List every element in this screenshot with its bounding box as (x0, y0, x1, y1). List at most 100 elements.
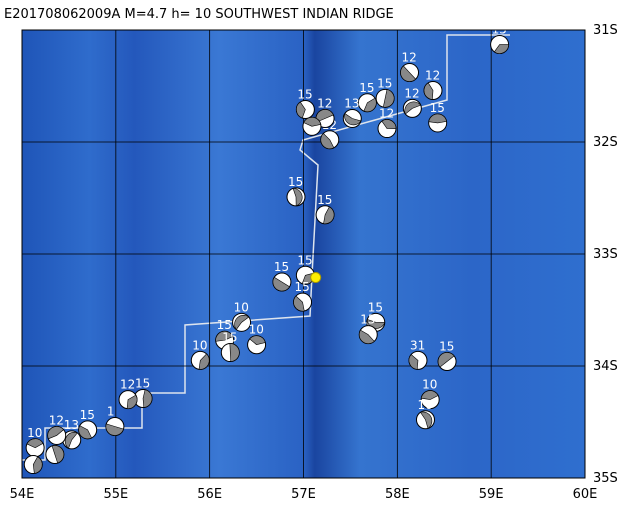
depth-label: 12 (49, 413, 64, 427)
depth-label: 12 (317, 96, 332, 110)
beachball (23, 455, 43, 475)
compression-quadrant (419, 411, 433, 429)
depth-label: 15 (368, 300, 383, 314)
depth-label: 12 (120, 378, 135, 392)
compression-quadrant (198, 353, 210, 370)
beachball (428, 113, 448, 133)
compression-quadrant (229, 343, 240, 362)
beachball (25, 438, 45, 458)
beachball (302, 116, 322, 136)
beachball (118, 390, 138, 410)
depth-label: 15 (377, 76, 392, 90)
compression-quadrant (363, 97, 377, 113)
depth-label: 15 (297, 253, 312, 267)
beachball (105, 416, 125, 436)
plate-boundary (22, 34, 510, 461)
beachball (247, 335, 267, 355)
compression-quadrant (493, 44, 509, 54)
beachball (286, 187, 306, 207)
compression-quadrant (320, 132, 335, 150)
beachball (315, 205, 335, 225)
depth-label: 15 (359, 81, 374, 95)
y-tick-label: 33S (593, 247, 618, 262)
depth-label: 15 (80, 408, 95, 422)
beachball (408, 350, 428, 370)
compression-quadrant (404, 101, 422, 115)
depth-label: 10 (417, 398, 432, 412)
beachball (420, 390, 440, 410)
compression-quadrant (381, 119, 397, 130)
beachball (190, 350, 210, 370)
beachball (133, 388, 153, 408)
compression-quadrant (105, 423, 124, 436)
depth-label: 12 (425, 68, 440, 82)
compression-quadrant (51, 445, 65, 464)
depth-label: 15 (288, 175, 303, 189)
depth-label: 15 (360, 313, 375, 327)
compression-quadrant (234, 315, 250, 331)
beachball (272, 272, 292, 292)
depth-label: 15 (297, 88, 312, 102)
beachball (47, 425, 67, 445)
depth-label: 12 (379, 107, 394, 121)
compression-quadrant (293, 295, 305, 312)
compression-quadrant (344, 112, 362, 126)
beachball (295, 100, 315, 120)
x-tick-label: 55E (103, 487, 128, 502)
depth-label: 1 (107, 404, 115, 418)
compression-quadrant (215, 330, 234, 342)
depth-label: 15 (439, 340, 454, 354)
depth-label: 15 (217, 318, 232, 332)
epicenter (310, 272, 322, 284)
depth-label: 31 (410, 338, 425, 352)
x-tick-label: 54E (10, 487, 35, 502)
compression-quadrant (420, 390, 439, 400)
compression-quadrant (408, 354, 419, 370)
compression-quadrant (47, 426, 65, 440)
beachball (232, 312, 252, 332)
x-tick-label: 58E (385, 487, 410, 502)
compression-quadrant (358, 329, 375, 344)
y-tick-label: 32S (593, 135, 618, 150)
depth-label: 15 (430, 101, 445, 115)
depth-label: 13 (64, 418, 79, 432)
depth-label: 12 (402, 51, 417, 65)
beachball (293, 292, 313, 312)
depth-label: 12 (404, 86, 419, 100)
x-tick-label: 57E (291, 487, 316, 502)
depth-label: 15 (317, 193, 332, 207)
beachball (375, 88, 395, 108)
map-frame (21, 29, 586, 479)
beachball (415, 410, 435, 430)
beachball (320, 130, 340, 150)
beachball (358, 325, 378, 345)
compression-quadrant (249, 335, 266, 346)
compression-quadrant (437, 352, 455, 368)
compression-quadrant (303, 117, 322, 127)
beachball (402, 98, 422, 118)
beachball (78, 420, 98, 440)
compression-quadrant (296, 101, 306, 119)
beachball (45, 444, 65, 464)
beachball (437, 352, 457, 372)
compression-quadrant (382, 89, 395, 108)
compression-quadrant (26, 438, 44, 449)
compression-quadrant (292, 188, 303, 207)
depth-label: 13 (344, 96, 359, 110)
compression-quadrant (428, 113, 447, 124)
y-tick-label: 35S (593, 471, 618, 486)
x-tick-label: 60E (573, 487, 598, 502)
compression-quadrant (423, 82, 434, 100)
depth-label: 10 (234, 300, 249, 314)
depth-label: 15 (274, 260, 289, 274)
compression-quadrant (32, 456, 43, 474)
y-tick-label: 31S (593, 23, 618, 38)
beachball (490, 35, 510, 55)
depth-label: 10 (249, 323, 264, 337)
compression-quadrant (78, 425, 93, 440)
depth-label: 15 (135, 376, 150, 390)
compression-quadrant (126, 394, 138, 409)
compression-quadrant (64, 432, 78, 449)
beachball (220, 343, 240, 363)
